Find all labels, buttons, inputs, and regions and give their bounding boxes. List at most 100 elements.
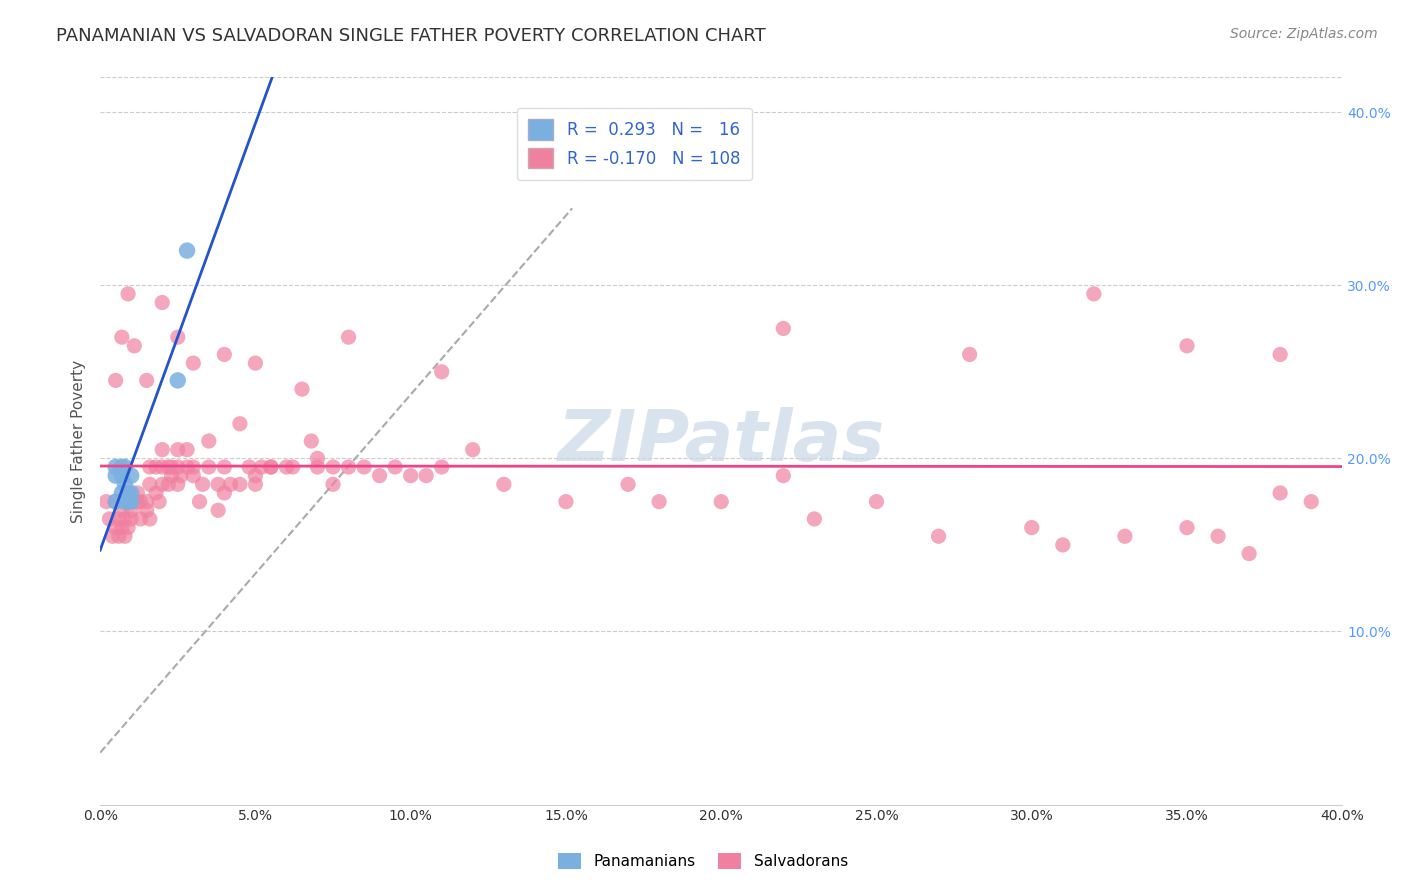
Point xyxy=(111,460,134,475)
Point xyxy=(104,373,127,387)
Point xyxy=(117,494,139,508)
Point xyxy=(353,460,375,475)
Point xyxy=(492,477,515,491)
Point xyxy=(166,330,188,344)
Point xyxy=(135,503,157,517)
Point xyxy=(928,529,950,543)
Point xyxy=(148,494,170,508)
Point xyxy=(245,477,267,491)
Point xyxy=(1268,347,1291,361)
Point xyxy=(276,460,298,475)
Point xyxy=(111,330,134,344)
Point xyxy=(219,477,242,491)
Point xyxy=(120,503,142,517)
Point xyxy=(245,356,267,370)
Point xyxy=(145,486,167,500)
Point xyxy=(772,321,794,335)
Point xyxy=(160,460,183,475)
Point xyxy=(299,434,322,448)
Point xyxy=(104,520,127,534)
Point xyxy=(176,442,198,457)
Point xyxy=(150,460,173,475)
Point xyxy=(114,512,136,526)
Legend: Panamanians, Salvadorans: Panamanians, Salvadorans xyxy=(553,847,853,875)
Point xyxy=(139,477,162,491)
Point xyxy=(166,460,188,475)
Y-axis label: Single Father Poverty: Single Father Poverty xyxy=(72,359,86,523)
Point xyxy=(104,494,127,508)
Point xyxy=(114,529,136,543)
Point xyxy=(166,477,188,491)
Legend: R =  0.293   N =   16, R = -0.170   N = 108: R = 0.293 N = 16, R = -0.170 N = 108 xyxy=(516,108,752,180)
Point xyxy=(384,460,406,475)
Point xyxy=(139,460,162,475)
Point xyxy=(865,494,887,508)
Point xyxy=(772,468,794,483)
Text: PANAMANIAN VS SALVADORAN SINGLE FATHER POVERTY CORRELATION CHART: PANAMANIAN VS SALVADORAN SINGLE FATHER P… xyxy=(56,27,766,45)
Point xyxy=(399,468,422,483)
Point xyxy=(322,460,344,475)
Point xyxy=(111,520,134,534)
Point xyxy=(337,330,360,344)
Point xyxy=(430,365,453,379)
Point xyxy=(139,512,162,526)
Point xyxy=(229,477,252,491)
Point xyxy=(124,339,146,353)
Point xyxy=(1114,529,1136,543)
Point xyxy=(120,494,142,508)
Point xyxy=(430,460,453,475)
Point xyxy=(114,494,136,508)
Point xyxy=(291,382,314,396)
Point xyxy=(260,460,283,475)
Point xyxy=(129,494,152,508)
Point xyxy=(111,503,134,517)
Point xyxy=(214,486,236,500)
Point xyxy=(1301,494,1323,508)
Point xyxy=(145,460,167,475)
Point xyxy=(803,512,825,526)
Point xyxy=(166,373,188,387)
Point xyxy=(368,468,391,483)
Point xyxy=(260,460,283,475)
Point xyxy=(101,529,124,543)
Point xyxy=(157,460,180,475)
Point xyxy=(150,477,173,491)
Point xyxy=(1021,520,1043,534)
Point xyxy=(648,494,671,508)
Point xyxy=(135,494,157,508)
Point xyxy=(170,468,193,483)
Point xyxy=(117,520,139,534)
Point xyxy=(181,460,204,475)
Point xyxy=(176,460,198,475)
Point xyxy=(710,494,733,508)
Point xyxy=(307,451,329,466)
Point xyxy=(1175,339,1198,353)
Point xyxy=(207,477,229,491)
Point xyxy=(207,503,229,517)
Point xyxy=(229,417,252,431)
Point xyxy=(1268,486,1291,500)
Point xyxy=(191,477,214,491)
Point xyxy=(198,434,221,448)
Point xyxy=(157,477,180,491)
Point xyxy=(1083,286,1105,301)
Point xyxy=(555,494,578,508)
Point xyxy=(188,494,211,508)
Text: ZIPatlas: ZIPatlas xyxy=(558,407,884,475)
Text: Source: ZipAtlas.com: Source: ZipAtlas.com xyxy=(1230,27,1378,41)
Point xyxy=(176,244,198,258)
Point xyxy=(181,356,204,370)
Point xyxy=(166,442,188,457)
Point xyxy=(104,494,127,508)
Point xyxy=(150,442,173,457)
Point xyxy=(107,512,129,526)
Point xyxy=(160,468,183,483)
Point xyxy=(337,460,360,475)
Point xyxy=(111,468,134,483)
Point xyxy=(245,468,267,483)
Point xyxy=(322,477,344,491)
Point xyxy=(98,512,121,526)
Point xyxy=(214,347,236,361)
Point xyxy=(181,468,204,483)
Point xyxy=(107,529,129,543)
